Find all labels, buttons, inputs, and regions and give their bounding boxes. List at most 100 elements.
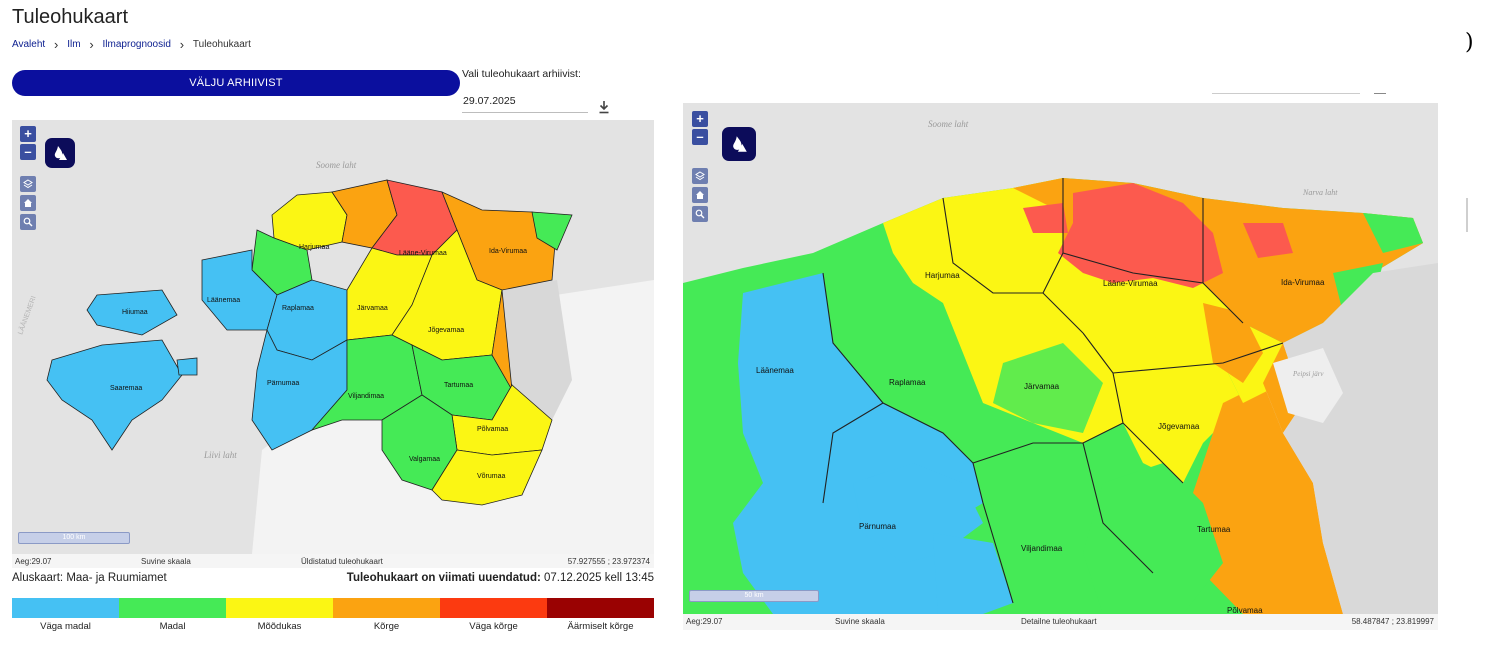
generalized-fire-map[interactable]: Soome laht Liivi laht LÄÄNEMERI Harjumaa… xyxy=(12,120,654,554)
layers-icon[interactable] xyxy=(692,168,708,184)
region-saaremaa xyxy=(46,339,183,451)
map-tools xyxy=(20,176,36,230)
region-label: Pärnumaa xyxy=(267,380,299,387)
legend-swatch-moderate xyxy=(226,598,333,618)
region-label: Valgamaa xyxy=(409,456,440,463)
region-vorumaa xyxy=(431,449,543,506)
region-hiiumaa xyxy=(86,289,178,336)
map-age: Aeg:29.07 xyxy=(15,557,52,566)
home-icon[interactable] xyxy=(692,187,708,203)
region-label: Raplamaa xyxy=(889,378,926,387)
right-map-status-bar: Aeg:29.07 Suvine skaala Detailne tuleohu… xyxy=(683,614,1438,630)
legend-swatch-extreme xyxy=(547,598,654,618)
legend-swatch-very-high xyxy=(440,598,547,618)
page-title: Tuleohukaart xyxy=(12,6,128,28)
risk-legend xyxy=(12,598,654,618)
stray-character: ) xyxy=(1465,30,1474,55)
legend-label: Mõõdukas xyxy=(257,621,302,632)
legend-label: Madal xyxy=(159,621,186,632)
region-label: Läänemaa xyxy=(756,366,794,375)
home-icon[interactable] xyxy=(20,195,36,211)
map-type: Üldistatud tuleohukaart xyxy=(301,557,383,566)
legend-swatch-low xyxy=(119,598,226,618)
region-label: Ida-Virumaa xyxy=(1281,278,1325,287)
breadcrumb-ilmaprognoosid[interactable]: Ilmaprognoosid xyxy=(102,39,171,50)
region-label: Põlvamaa xyxy=(1227,606,1263,614)
region-label: Jõgevamaa xyxy=(428,327,464,334)
left-map-status-bar: Aeg:29.07 Suvine skaala Üldistatud tuleo… xyxy=(12,554,654,568)
breadcrumb: Avaleht › Ilm › Ilmaprognoosid › Tuleohu… xyxy=(12,36,251,52)
updated-label: Tuleohukaart on viimati uuendatud: xyxy=(346,572,541,584)
region-label: Raplamaa xyxy=(282,305,314,312)
map-type: Detailne tuleohukaart xyxy=(1021,617,1097,626)
map-canvas[interactable]: Soome laht Liivi laht LÄÄNEMERI Harjumaa… xyxy=(12,120,654,554)
chevron-right-icon: › xyxy=(179,36,185,52)
region-label: Põlvamaa xyxy=(477,426,508,433)
sea-label: Soome laht xyxy=(928,119,969,129)
legend-swatch-very-low xyxy=(12,598,119,618)
region-label: Harjumaa xyxy=(299,244,329,251)
region-label: Lääne-Virumaa xyxy=(1103,279,1158,288)
search-icon[interactable] xyxy=(692,206,708,222)
map-scale-type: Suvine skaala xyxy=(835,617,885,626)
sea-label: Peipsi järv xyxy=(1292,370,1324,378)
search-icon[interactable] xyxy=(20,214,36,230)
legend-labels: Väga madal Madal Mõõdukas Kõrge Väga kõr… xyxy=(12,621,654,632)
zoom-out-icon[interactable]: – xyxy=(692,129,708,145)
updated-value: 07.12.2025 kell 13:45 xyxy=(540,572,654,584)
region-label: Lääne-Virumaa xyxy=(399,250,447,257)
region-labels: Harjumaa Lääne-Virumaa Ida-Virumaa Lääne… xyxy=(756,271,1325,614)
chevron-right-icon: › xyxy=(54,36,59,52)
breadcrumb-home[interactable]: Avaleht xyxy=(12,39,46,50)
zoom-control: + – xyxy=(692,111,708,145)
fire-icon[interactable] xyxy=(722,127,756,161)
map-canvas[interactable]: Soome laht Narva laht Peipsi järv Harjum… xyxy=(683,103,1438,614)
chevron-right-icon: › xyxy=(89,36,94,52)
fire-icon[interactable] xyxy=(45,138,75,168)
region-label: Harjumaa xyxy=(925,271,960,280)
region-label: Tartumaa xyxy=(444,382,473,389)
region-label: Järvamaa xyxy=(1024,382,1060,391)
sea-label: Narva laht xyxy=(1302,188,1338,197)
divider xyxy=(1374,93,1386,94)
updated-info: Tuleohukaart on viimati uuendatud: 07.12… xyxy=(347,572,654,584)
download-icon[interactable] xyxy=(598,100,610,114)
region-label: Pärnumaa xyxy=(859,522,896,531)
exit-archive-button[interactable]: VÄLJU ARHIIVIST xyxy=(12,70,460,96)
region-label: Läänemaa xyxy=(207,297,240,304)
sea-label: Soome laht xyxy=(316,160,357,170)
region-labels: Harjumaa Lääne-Virumaa Ida-Virumaa Lääne… xyxy=(110,244,527,480)
zoom-control: + – xyxy=(20,126,36,160)
map-age: Aeg:29.07 xyxy=(686,617,723,626)
scrollbar[interactable] xyxy=(1466,198,1468,232)
layers-icon[interactable] xyxy=(20,176,36,192)
divider xyxy=(1212,93,1360,94)
map-coordinates: 58.487847 ; 23.819997 xyxy=(1351,617,1434,626)
zoom-in-icon[interactable]: + xyxy=(692,111,708,127)
region-label: Jõgevamaa xyxy=(1158,422,1200,431)
region-label: Hiiumaa xyxy=(122,309,148,316)
region-label: Viljandimaa xyxy=(348,393,384,400)
zoom-out-icon[interactable]: – xyxy=(20,144,36,160)
legend-swatch-high xyxy=(333,598,440,618)
legend-label: Äärmiselt kõrge xyxy=(567,621,634,632)
archive-date-input[interactable] xyxy=(462,90,588,113)
detailed-fire-map[interactable]: Soome laht Narva laht Peipsi järv Harjum… xyxy=(683,103,1438,614)
region-label: Võrumaa xyxy=(477,473,506,480)
region-label: Tartumaa xyxy=(1197,525,1231,534)
region-label: Ida-Virumaa xyxy=(489,248,527,255)
region-label: Järvamaa xyxy=(357,305,388,312)
region-label: Viljandimaa xyxy=(1021,544,1063,553)
archive-select-label: Vali tuleohukaart arhiivist: xyxy=(462,68,581,80)
map-coordinates: 57.927555 ; 23.972374 xyxy=(567,557,650,566)
map-scale-type: Suvine skaala xyxy=(141,557,191,566)
zoom-in-icon[interactable]: + xyxy=(20,126,36,142)
sea-label: Liivi laht xyxy=(203,450,237,460)
map-scale: 100 km xyxy=(18,532,130,544)
breadcrumb-ilm[interactable]: Ilm xyxy=(67,39,81,50)
legend-label: Kõrge xyxy=(373,621,400,632)
base-map-credit: Aluskaart: Maa- ja Ruumiamet xyxy=(12,572,167,584)
legend-label: Väga kõrge xyxy=(469,621,518,632)
breadcrumb-current: Tuleohukaart xyxy=(192,39,251,50)
map-scale: 50 km xyxy=(689,590,819,602)
